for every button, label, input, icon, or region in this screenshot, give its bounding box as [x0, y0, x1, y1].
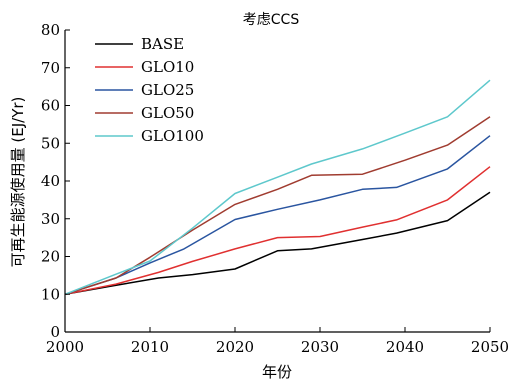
series-line-base	[64, 191, 491, 296]
legend-label-glo50: GLO50	[141, 104, 194, 122]
chart-title: 考虑CCS	[243, 12, 300, 28]
y-axis-title: 可再生能源使用量 (EJ/Yr)	[9, 97, 27, 268]
legend-label-glo100: GLO100	[141, 127, 204, 145]
x-tick-label: 2010	[131, 338, 169, 356]
legend-label-glo10: GLO10	[141, 58, 194, 76]
series-line-glo50	[64, 116, 491, 296]
series-line-glo25	[64, 135, 491, 296]
y-tick-label: 80	[41, 21, 60, 39]
y-tick-label: 50	[41, 134, 60, 152]
y-tick-label: 20	[41, 248, 60, 266]
x-axis-title: 年份	[262, 363, 292, 381]
series-line-glo100	[64, 79, 491, 295]
x-tick-label: 2030	[301, 338, 339, 356]
x-tick-label: 2020	[216, 338, 254, 356]
y-tick-label: 0	[50, 323, 60, 341]
y-tick-label: 30	[41, 210, 60, 228]
y-tick-label: 60	[41, 97, 60, 115]
x-tick-label: 2050	[471, 338, 508, 356]
x-tick-label: 2000	[46, 338, 84, 356]
legend-label-glo25: GLO25	[141, 81, 194, 99]
series-line-glo10	[64, 166, 491, 296]
x-tick-label: 2040	[386, 338, 424, 356]
y-tick-label: 40	[41, 172, 60, 190]
y-tick-label: 10	[41, 285, 60, 303]
y-tick-label: 70	[41, 59, 60, 77]
legend-label-base: BASE	[141, 35, 184, 53]
